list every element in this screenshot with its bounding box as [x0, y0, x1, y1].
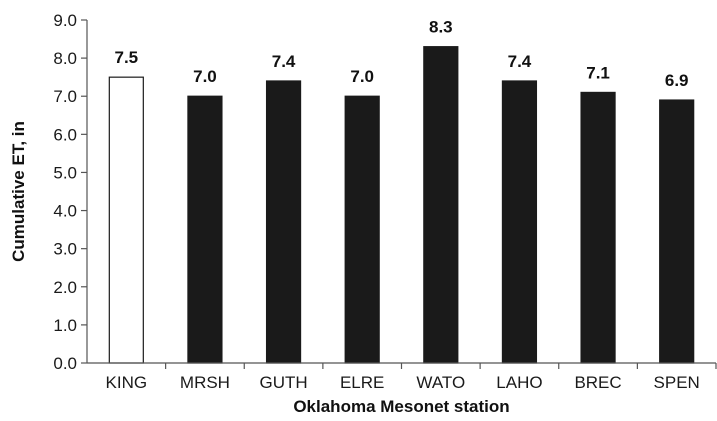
y-tick-label: 4.0 — [53, 202, 77, 221]
x-tick-label: LAHO — [496, 373, 542, 392]
x-axis-ticks: KING MRSH GUTH ELRE WATO LAHO BREC SPEN — [106, 363, 717, 392]
y-tick-label: 1.0 — [53, 316, 77, 335]
bar-elre — [344, 95, 380, 364]
bar-brec — [580, 91, 616, 364]
y-axis-title: Cumulative ET, in — [9, 121, 28, 262]
data-label-spen: 6.9 — [665, 71, 689, 90]
data-label-laho: 7.4 — [508, 52, 532, 71]
y-tick-label: 9.0 — [53, 11, 77, 30]
x-tick-label: WATO — [416, 373, 465, 392]
y-tick-label: 6.0 — [53, 125, 77, 144]
data-label-king: 7.5 — [114, 48, 138, 67]
bar-mrsh — [187, 95, 223, 364]
y-tick-label: 8.0 — [53, 49, 77, 68]
y-tick-label: 3.0 — [53, 240, 77, 259]
x-tick-label: MRSH — [180, 373, 230, 392]
x-tick-label: ELRE — [340, 373, 384, 392]
x-tick-label: KING — [106, 373, 148, 392]
bar-guth — [265, 80, 302, 364]
data-label-mrsh: 7.0 — [193, 67, 217, 86]
x-axis-title: Oklahoma Mesonet station — [293, 397, 509, 416]
data-label-brec: 7.1 — [586, 63, 610, 82]
data-label-elre: 7.0 — [350, 67, 374, 86]
bar-king — [108, 76, 144, 364]
bar-spen — [659, 99, 695, 364]
x-tick-label: GUTH — [259, 373, 307, 392]
data-label-guth: 7.4 — [272, 52, 296, 71]
y-axis-ticks: 0.0 1.0 2.0 3.0 4.0 5.0 6.0 7.0 8.0 9.0 — [53, 11, 87, 373]
y-tick-label: 0.0 — [53, 354, 77, 373]
bars-group: 7.5 7.0 7.4 7.0 8.3 7.4 7.1 6.9 — [108, 18, 695, 364]
x-tick-label: BREC — [574, 373, 621, 392]
data-label-wato: 8.3 — [429, 18, 453, 37]
x-tick-label: SPEN — [654, 373, 700, 392]
y-tick-label: 7.0 — [53, 87, 77, 106]
bar-laho — [501, 80, 538, 364]
y-tick-label: 2.0 — [53, 278, 77, 297]
bar-wato — [423, 46, 459, 364]
y-tick-label: 5.0 — [53, 163, 77, 182]
